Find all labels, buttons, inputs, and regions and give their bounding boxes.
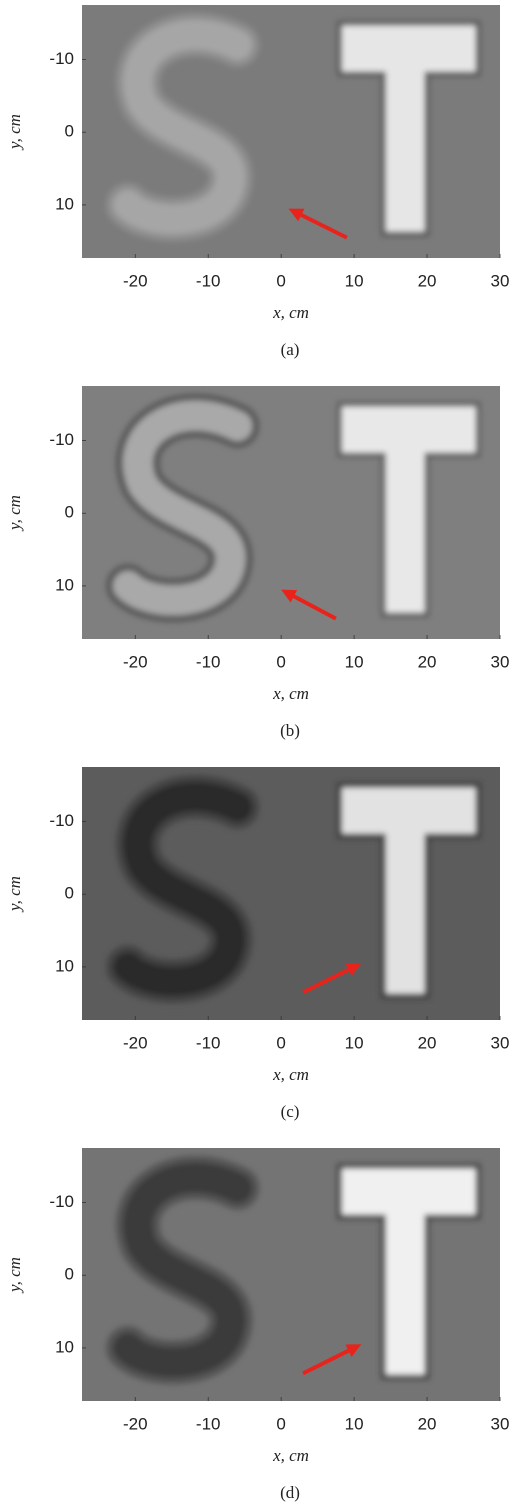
caption: (d) bbox=[280, 1483, 300, 1502]
image bbox=[82, 386, 500, 639]
arrow-shaft bbox=[302, 1345, 357, 1376]
arrow-head bbox=[345, 963, 362, 976]
x-tick-label: -20 bbox=[123, 652, 148, 671]
x-tick-label: 30 bbox=[491, 1033, 510, 1052]
y-tick-label: 0 bbox=[65, 503, 74, 522]
x-axis-label: x, cm bbox=[272, 684, 309, 703]
panel: -20 -10 0 10 20 30 -10 0 10 x, cm y, cm (c) bbox=[5, 767, 510, 1121]
panel: -20 -10 0 10 20 30 -10 0 10 x, cm y, cm (b) bbox=[5, 386, 510, 740]
x-tick-label: -20 bbox=[123, 271, 148, 290]
y-tick-label: 10 bbox=[55, 956, 74, 975]
panel: -20 -10 0 10 20 30 -10 0 10 x, cm y, cm (a) bbox=[5, 5, 510, 359]
x-tick-label: 20 bbox=[418, 271, 437, 290]
y-tick-label: 10 bbox=[55, 194, 74, 213]
caption: (a) bbox=[281, 340, 300, 359]
x-tick-label: 20 bbox=[418, 1033, 437, 1052]
letters bbox=[105, 12, 481, 242]
letters bbox=[105, 1155, 481, 1385]
y-tick-label: 0 bbox=[65, 884, 74, 903]
arrow-head bbox=[345, 1344, 362, 1357]
letter-s bbox=[112, 400, 253, 616]
letter-s bbox=[112, 19, 253, 235]
letters bbox=[105, 393, 481, 623]
y-tick-label: 0 bbox=[65, 122, 74, 141]
x-tick-label: -20 bbox=[123, 1033, 148, 1052]
x-tick-label: 10 bbox=[345, 271, 364, 290]
x-tick-label: 30 bbox=[491, 652, 510, 671]
y-axis-label: y, cm bbox=[5, 1257, 24, 1294]
image bbox=[82, 767, 500, 1020]
y-axis-label: y, cm bbox=[5, 495, 24, 532]
x-tick-label: -10 bbox=[196, 1414, 221, 1433]
letter-t bbox=[337, 782, 481, 999]
x-tick-label: -10 bbox=[196, 271, 221, 290]
x-tick-label: -20 bbox=[123, 1414, 148, 1433]
x-tick-label: 20 bbox=[418, 652, 437, 671]
letters bbox=[105, 774, 481, 1004]
letter-t bbox=[337, 20, 481, 237]
x-tick-label: 10 bbox=[345, 1414, 364, 1433]
x-tick-label: -10 bbox=[196, 1033, 221, 1052]
arrow-head bbox=[281, 589, 298, 603]
x-tick-label: 30 bbox=[491, 271, 510, 290]
y-tick-label: 10 bbox=[55, 575, 74, 594]
x-tick-label: 10 bbox=[345, 1033, 364, 1052]
y-tick-label: 0 bbox=[65, 1265, 74, 1284]
y-axis-label: y, cm bbox=[5, 114, 24, 151]
y-tick-label: -10 bbox=[49, 811, 74, 830]
caption: (c) bbox=[281, 1102, 300, 1121]
x-tick-label: -10 bbox=[196, 652, 221, 671]
letter-s bbox=[112, 1162, 253, 1378]
image bbox=[82, 5, 500, 258]
arrow-shaft bbox=[285, 590, 337, 621]
caption: (b) bbox=[280, 721, 300, 740]
x-axis-label: x, cm bbox=[272, 303, 309, 322]
y-axis-label: y, cm bbox=[5, 876, 24, 913]
arrow-shaft bbox=[292, 209, 348, 240]
y-tick-label: -10 bbox=[49, 430, 74, 449]
image bbox=[82, 1148, 500, 1401]
arrow-shaft bbox=[302, 964, 357, 995]
panel: -20 -10 0 10 20 30 -10 0 10 x, cm y, cm (d) bbox=[5, 1148, 510, 1502]
y-tick-label: 10 bbox=[55, 1337, 74, 1356]
y-tick-label: -10 bbox=[49, 49, 74, 68]
x-tick-label: 0 bbox=[276, 1414, 285, 1433]
x-axis-label: x, cm bbox=[272, 1446, 309, 1465]
x-tick-label: 30 bbox=[491, 1414, 510, 1433]
x-tick-label: 0 bbox=[276, 1033, 285, 1052]
x-tick-label: 10 bbox=[345, 652, 364, 671]
arrow-head bbox=[288, 208, 305, 222]
x-tick-label: 0 bbox=[276, 652, 285, 671]
x-tick-label: 20 bbox=[418, 1414, 437, 1433]
x-axis-label: x, cm bbox=[272, 1065, 309, 1084]
letter-s bbox=[112, 781, 253, 997]
y-tick-label: -10 bbox=[49, 1192, 74, 1211]
letter-t bbox=[337, 401, 481, 618]
letter-t bbox=[337, 1163, 481, 1380]
x-tick-label: 0 bbox=[276, 271, 285, 290]
